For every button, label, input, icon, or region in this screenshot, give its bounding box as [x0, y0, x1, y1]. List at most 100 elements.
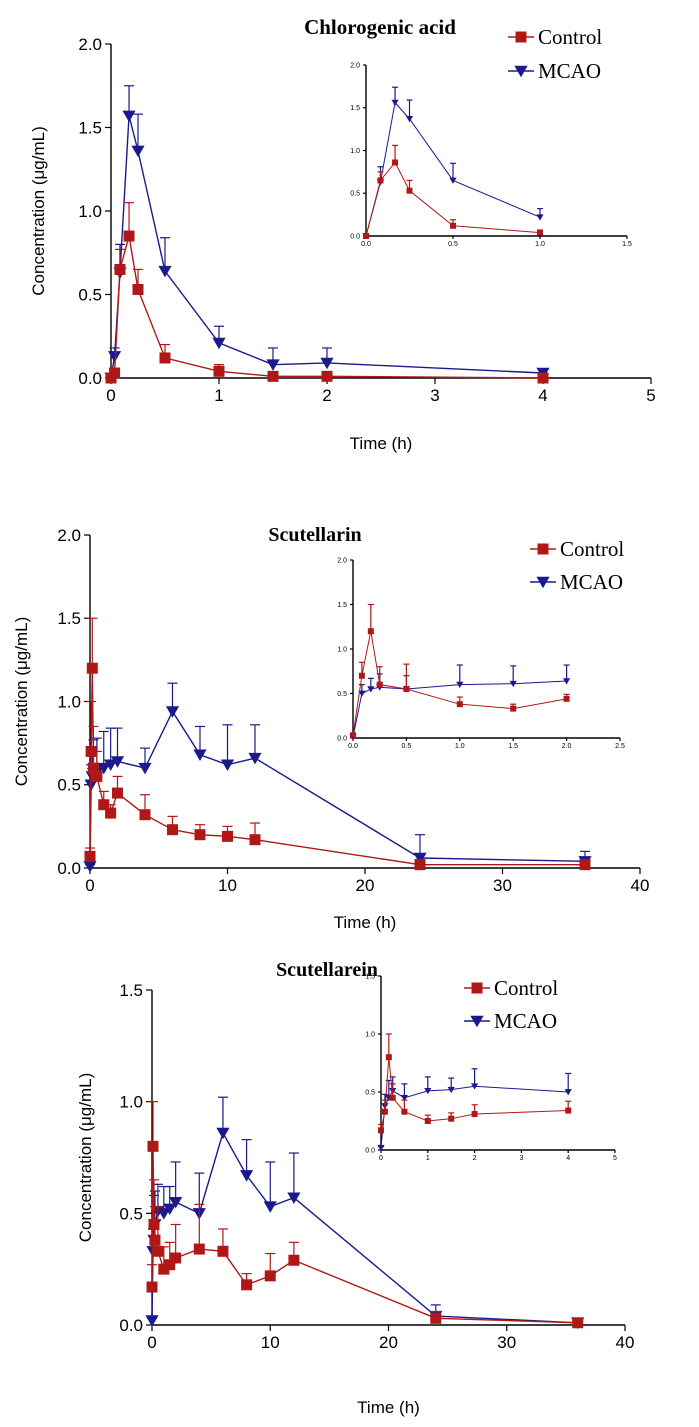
- panel2-main-y-tick-label: 2.0: [57, 526, 81, 545]
- panel3-main-y-tick-label: 0.5: [119, 1204, 143, 1223]
- panel1-legend-marker: [515, 31, 527, 43]
- panel2-legend-label: Control: [560, 537, 624, 561]
- panel3-inset-control-point: [381, 1108, 388, 1115]
- panel3-control-line: [151, 1146, 578, 1324]
- panel1-mcao-point: [158, 265, 172, 278]
- panel3-main-y-tick-label: 1.5: [119, 981, 143, 1000]
- panel3-control-point: [430, 1312, 442, 1324]
- panel3-control-point: [264, 1270, 276, 1282]
- panel1-main-y-tick-label: 2.0: [78, 35, 102, 54]
- panel3-title: Scutellarein: [276, 959, 378, 981]
- panel3-control-point: [146, 1281, 158, 1293]
- panel3-main-y-tick-label: 0.0: [119, 1316, 143, 1335]
- panel2-main-x-tick-label: 0: [85, 876, 94, 895]
- panel3-inset-control-point: [471, 1111, 478, 1118]
- panel3-inset-y-tick-label: 1.5: [365, 973, 375, 980]
- panel3-inset-x-tick-label: 5: [613, 1155, 617, 1162]
- panel2-inset-control-line: [352, 631, 567, 736]
- panel1-inset-control-line: [365, 161, 541, 237]
- panel2-mcao-point: [138, 762, 152, 775]
- panel1-inset-x-tick-label: 1.5: [622, 241, 632, 248]
- panel2-control-point: [112, 787, 123, 799]
- panel3-inset-x-tick-label: 0: [379, 1155, 383, 1162]
- panel1-main-x-tick-label: 2: [322, 386, 331, 405]
- panel1-inset-mcao-point: [405, 116, 414, 123]
- panel2-inset-x-tick-label: 0.5: [402, 743, 412, 750]
- panel2-legend-marker: [536, 576, 550, 589]
- panel2-inset-y-tick-label: 2.0: [337, 557, 347, 564]
- panel2-inset-y-tick-label: 1.0: [337, 646, 347, 653]
- panel1-title: Chlorogenic acid: [304, 15, 456, 39]
- panel2-inset-mcao-line: [352, 680, 567, 738]
- panel2-inset-y-tick-label: 1.5: [337, 602, 347, 609]
- panel1-x-axis-label: Time (h): [350, 434, 413, 453]
- panel2-inset-x-tick-label: 1.0: [455, 743, 465, 750]
- panel2-inset-control-point: [563, 695, 570, 702]
- panel3-mcao-point: [240, 1170, 254, 1182]
- panel1-mcao-point: [212, 337, 226, 350]
- panel3-inset-mcao-point: [377, 1144, 385, 1152]
- panel2-inset-control-point: [350, 732, 356, 739]
- panel3-control-point: [164, 1259, 176, 1271]
- panel3-inset-mcao-point: [400, 1094, 408, 1102]
- panel1-control-line: [110, 235, 544, 379]
- panel3-mcao-line: [151, 1131, 578, 1324]
- panel3-mcao-point: [169, 1196, 183, 1209]
- panel1-inset-x-tick-label: 1.0: [535, 241, 545, 248]
- panel1-inset-y-tick-label: 0.5: [350, 191, 360, 198]
- panel1-main-y-tick-label: 1.5: [78, 118, 102, 137]
- panel1-legend: Control MCAO: [508, 25, 602, 83]
- panel2-main-y-tick-label: 1.0: [57, 692, 81, 711]
- panel3-legend: Control MCAO: [464, 976, 558, 1033]
- panel3-control-point: [149, 1234, 161, 1246]
- panel1-control-point: [159, 352, 171, 364]
- panel3-control-point: [158, 1263, 170, 1275]
- panel2-legend-label: MCAO: [560, 570, 623, 594]
- panel2-inset-control-point: [403, 686, 410, 693]
- panel3-inset-control-point: [401, 1108, 408, 1115]
- panel3-control-point: [241, 1279, 253, 1291]
- panel2-main-x-tick-label: 30: [493, 876, 512, 895]
- panel2-inset-y-tick-label: 0.5: [337, 691, 347, 698]
- panel2-inset-control-point: [456, 701, 463, 708]
- panel3-mcao-point: [263, 1201, 277, 1213]
- panel2-control-point: [86, 662, 98, 674]
- panel3-main-x-tick-label: 20: [379, 1333, 398, 1352]
- panel2-mcao-point: [83, 861, 97, 873]
- panel3-inset-mcao-point: [424, 1087, 432, 1095]
- panel2-mcao-point: [248, 752, 262, 765]
- panel1-inset-control-point: [537, 229, 543, 236]
- panel2-control-point: [91, 770, 103, 782]
- panel3-mcao-point: [163, 1203, 177, 1216]
- panel3-main-y-tick-label: 1.0: [119, 1093, 143, 1112]
- panel2-control-point: [105, 807, 117, 819]
- panel3-legend-marker: [470, 1015, 484, 1028]
- panel1-inset-x-tick-label: 0.0: [361, 241, 371, 248]
- panel2-control-point: [85, 745, 97, 757]
- panel3-mcao-point: [157, 1208, 171, 1220]
- panel1-mcao-point: [131, 145, 145, 158]
- panel1-mcao-point: [266, 359, 280, 371]
- panel2-inset-control-point: [358, 672, 365, 679]
- panel2-control-point: [139, 809, 151, 821]
- panel1-inset-y-tick-label: 1.5: [350, 105, 360, 112]
- panel2-inset-x-tick-label: 2.0: [562, 743, 572, 750]
- panel3-mcao-point: [287, 1192, 301, 1204]
- panel3-control-point: [170, 1252, 182, 1264]
- panel1-main-x-tick-label: 0: [106, 386, 115, 405]
- panel2-inset-control-point: [367, 628, 374, 635]
- panel2-inset-x-tick-label: 1.5: [508, 743, 518, 750]
- panel2-title: Scutellarin: [268, 524, 361, 546]
- panel3-inset-control-point: [448, 1115, 455, 1122]
- panel2-control-point: [84, 850, 96, 862]
- panel1-inset-control-point: [392, 159, 399, 166]
- panel2-control-point: [414, 859, 426, 871]
- panel3-legend-label: MCAO: [494, 1009, 557, 1033]
- panel1-main-y-tick-label: 0.0: [78, 369, 102, 388]
- panel2-y-axis-label: Concentration (μg/mL): [12, 617, 31, 786]
- panel1-control-point: [132, 283, 144, 295]
- chart-panel-1: Chlorogenic acid 0 1 2 3 4 5 0.0 0.5 1.0 1.5 2.0 Tim…: [29, 15, 656, 453]
- panel3-inset-control-line: [380, 1057, 569, 1131]
- panel3-main-x-tick-label: 0: [147, 1333, 156, 1352]
